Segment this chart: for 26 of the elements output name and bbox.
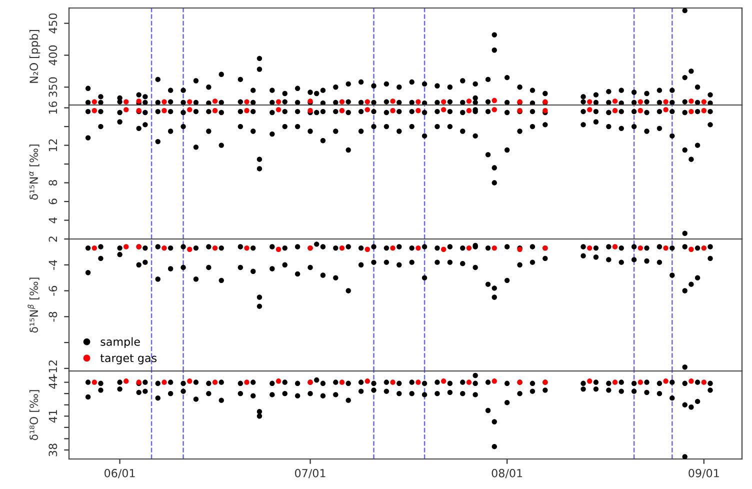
y-tick-label: 44 <box>48 376 57 389</box>
x-tick-label: 08/01 <box>492 468 522 478</box>
y-tick-label: -8 <box>48 312 58 322</box>
y-tick-label: 8 <box>48 180 58 186</box>
x-tick-label: 07/01 <box>294 468 326 478</box>
legend-label: sample <box>100 337 140 348</box>
x-tick-label: 09/01 <box>688 468 719 478</box>
y-tick-label: 2 <box>48 236 57 242</box>
y-axis-title: δ¹⁵N$^{α}$ [‰] <box>29 144 40 200</box>
y-tick-label: 4 <box>48 217 57 224</box>
y-axis-title: δ¹⁸O [‰] <box>29 390 40 440</box>
y-tick-label: 38 <box>48 444 58 456</box>
y-axis-title: δ¹⁵N$^{β}$ [‰] <box>28 278 40 333</box>
y-tick-label: -12 <box>48 360 57 377</box>
y-axis-title: N₂O [ppb] <box>29 30 40 83</box>
legend-label: target gas <box>100 354 157 364</box>
y-tick-label: -4 <box>48 260 57 270</box>
y-tick-label: 6 <box>48 198 58 204</box>
y-tick-label: 450 <box>48 13 58 34</box>
y-tick-label: -6 <box>48 286 58 296</box>
y-tick-label: 12 <box>48 139 57 152</box>
x-tick-label: 06/01 <box>104 468 135 478</box>
y-tick-label: 400 <box>48 45 58 66</box>
y-tick-label: 41 <box>48 410 57 423</box>
y-tick-label: 16 <box>48 101 58 114</box>
y-tick-label: 350 <box>48 77 58 97</box>
